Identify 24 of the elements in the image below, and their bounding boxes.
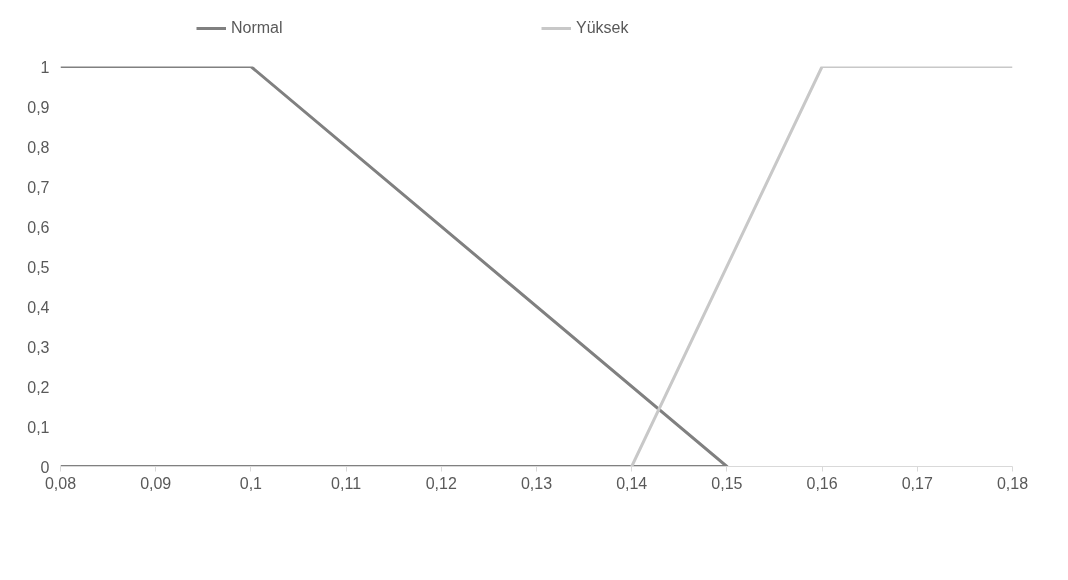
y-tick-label: 1 [40,58,50,76]
y-tick-label: 0,9 [27,98,50,116]
y-tick-label: 0 [40,458,50,476]
y-tick-label: 0,1 [27,418,50,436]
x-tick-label: 0,11 [331,474,362,492]
y-tick-label: 0,3 [27,338,50,356]
x-tick-label: 0,17 [901,474,933,492]
x-tick-label: 0,16 [806,474,838,492]
x-tick-label: 0,08 [44,474,77,492]
y-tick-label: 0,4 [27,298,50,316]
x-tick-label: 0,14 [616,474,648,492]
x-tick-label: 0,1 [239,474,263,492]
x-tick-label: 0,15 [711,474,743,492]
x-tick-label: 0,09 [140,474,172,492]
x-tick-label: 0,13 [520,474,553,492]
y-tick-label: 0,7 [27,178,50,196]
x-tick-label: 0,18 [996,474,1029,492]
legend-label: Normal [231,19,284,37]
y-tick-label: 0,8 [27,138,50,156]
y-tick-label: 0,2 [27,378,50,396]
y-tick-label: 0,5 [27,258,50,276]
y-tick-label: 0,6 [27,218,50,236]
legend-label: Yüksek [576,19,630,37]
x-tick-label: 0,12 [425,474,457,492]
